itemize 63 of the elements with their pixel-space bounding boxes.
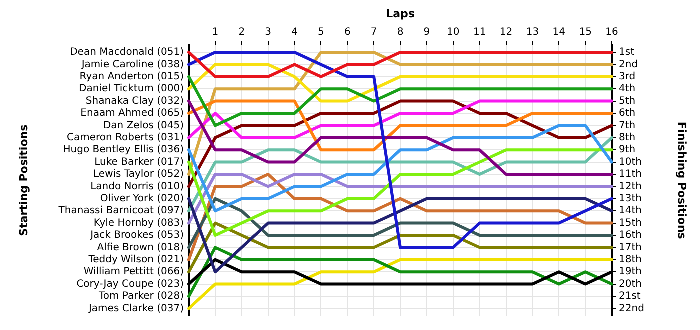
text: Dan Zelos (045) [103, 120, 184, 132]
series-label: Hugo Bentley Ellis (036) [63, 144, 184, 156]
series-label: Luke Barker (017) [94, 156, 184, 168]
series-label: James Clarke (037) [88, 303, 184, 314]
x-tick-label: 10 [447, 26, 460, 38]
y-tick-label: 22nd [619, 303, 644, 314]
y-tick-label: 4th [619, 84, 636, 95]
y-axis-title: Finishing Positions [676, 122, 689, 240]
x-axis-title: Laps [386, 7, 416, 20]
y-tick-label: 10th [619, 156, 642, 168]
text: Jack Brookes (053) [90, 230, 184, 242]
y-tick-label: 11th [619, 169, 642, 180]
text: Starting Positions [17, 124, 30, 236]
series-label: Ryan Anderton (015) [80, 72, 184, 83]
x-tick-label: 2 [238, 26, 246, 38]
series-label: Oliver York (020) [100, 193, 184, 204]
x-tick-label: 11 [473, 26, 486, 38]
series-label: Alfie Brown (018) [97, 242, 184, 254]
series-label: Cameron Roberts (031) [67, 132, 184, 144]
x-tick-label: 12 [500, 26, 513, 38]
y-tick-label: 5th [619, 96, 636, 107]
y-tick-label: 9th [619, 144, 636, 156]
series-label: William Pettitt (066) [84, 266, 184, 278]
series-label: Teddy Wilson (021) [88, 254, 184, 266]
x-tick-label: 4 [292, 26, 298, 38]
y-tick-label: 3rd [619, 72, 636, 83]
series-label: Lewis Taylor (052) [94, 169, 184, 180]
series-label: Cory-Jay Coupe (023) [76, 278, 184, 290]
x-tick-label: 13 [526, 26, 540, 38]
x-tick-label: 16 [606, 26, 618, 38]
y-tick-label: 6th [619, 108, 636, 120]
y-tick-label: 17th [619, 242, 642, 254]
series-label: Daniel Ticktum (000) [79, 84, 184, 95]
y-tick-label: 8th [619, 132, 636, 144]
y-tick-label: 7th [619, 120, 636, 132]
x-tick-label: 14 [552, 26, 566, 38]
y-tick-label: 20th [619, 278, 642, 290]
x-tick-label: 1 [212, 26, 219, 38]
series-label: Jamie Caroline (038) [80, 59, 184, 70]
series-label: Enaam Ahmed (065) [80, 108, 184, 120]
y-tick-label: 15th [619, 218, 642, 229]
y-tick-label: 12th [619, 181, 642, 192]
x-tick-label: 15 [579, 26, 592, 38]
y-tick-label: 13th [619, 193, 642, 204]
series-label: Tom Parker (028) [98, 291, 184, 302]
x-tick-label: 9 [424, 26, 430, 38]
series-label: Thanassi Barnicoat (097) [58, 206, 184, 217]
y-tick-label: 16th [619, 230, 642, 242]
series-label: Shanaka Clay (032) [86, 96, 184, 107]
series-label: Lando Norris (010) [90, 181, 184, 192]
y-tick-label: 14th [619, 206, 642, 217]
x-tick-label: 7 [370, 26, 378, 38]
x-tick-label: 5 [318, 26, 324, 38]
x-tick-label: 3 [265, 26, 272, 38]
y-tick-label: 21st [619, 291, 641, 302]
y-tick-label: 18th [619, 254, 642, 266]
x-tick-label: 8 [397, 26, 404, 38]
series-label: Kyle Hornby (083) [94, 218, 184, 229]
series-label: Dean Macdonald (051) [70, 47, 184, 58]
y-tick-label: 1st [619, 47, 635, 58]
y-tick-label: 2nd [619, 59, 638, 70]
x-tick-label: 6 [344, 26, 351, 38]
y-tick-label: 19th [619, 266, 642, 278]
